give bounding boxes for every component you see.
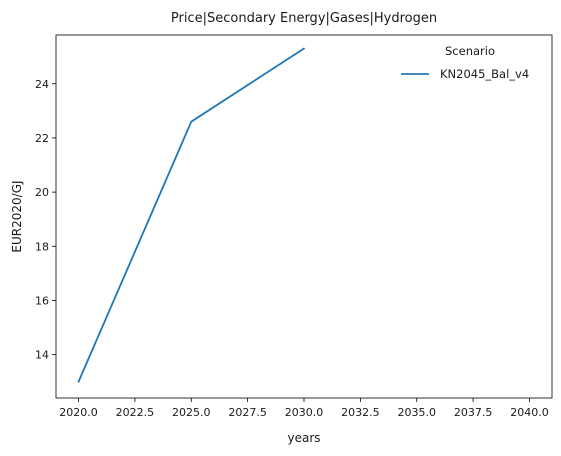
x-axis: 2020.0 2022.5 2025.0 2027.5 2030.0 2032.5 2035…: [59, 398, 549, 419]
chart-title: Price|Secondary Energy|Gases|Hydrogen: [171, 11, 437, 26]
x-tick-label: 2035.0: [397, 406, 436, 419]
x-tick-label: 2040.0: [510, 406, 549, 419]
x-axis-label: years: [287, 431, 320, 445]
data-point: [190, 120, 193, 123]
x-tick-label: 2027.5: [228, 406, 267, 419]
y-axis: 14 16 18 20 22 24: [35, 78, 56, 362]
y-tick-label: 18: [35, 240, 49, 253]
y-tick-label: 20: [35, 186, 49, 199]
y-tick-label: 16: [35, 294, 49, 307]
y-tick-label: 24: [35, 78, 49, 91]
series-layer: [77, 47, 305, 383]
x-tick-label: 2022.5: [116, 406, 155, 419]
y-tick-label: 22: [35, 132, 49, 145]
x-tick-label: 2020.0: [59, 406, 98, 419]
x-tick-label: 2037.5: [454, 406, 493, 419]
legend-entry-label: KN2045_Bal_v4: [440, 67, 529, 81]
data-point: [77, 380, 80, 383]
y-axis-label: EUR2020/GJ: [10, 180, 24, 252]
x-tick-label: 2030.0: [285, 406, 324, 419]
plot-frame: [55, 34, 553, 399]
legend: Scenario KN2045_Bal_v4: [401, 44, 529, 81]
legend-title: Scenario: [445, 44, 495, 58]
data-point: [303, 47, 305, 50]
x-tick-label: 2032.5: [341, 406, 380, 419]
series-line: [77, 47, 305, 383]
y-tick-label: 14: [35, 349, 49, 362]
x-tick-label: 2025.0: [172, 406, 211, 419]
